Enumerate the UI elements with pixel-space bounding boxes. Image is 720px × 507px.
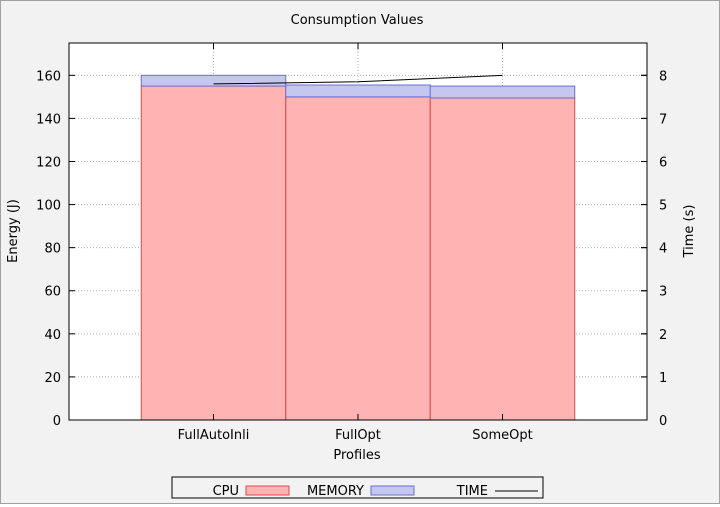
time-line bbox=[213, 74, 503, 85]
left-tick-label: 120 bbox=[36, 155, 61, 170]
x-tick-label: FullOpt bbox=[335, 428, 381, 443]
legend-label-time: TIME bbox=[456, 484, 488, 499]
left-tick-label: 80 bbox=[44, 242, 61, 257]
legend: CPU MEMORY TIME bbox=[171, 476, 544, 499]
right-axis-ticks: 0 1 2 3 4 5 6 7 8 bbox=[641, 69, 667, 429]
x-axis-ticks: FullAutoInli FullOpt SomeOpt bbox=[178, 43, 533, 443]
right-tick-label: 8 bbox=[659, 69, 667, 84]
right-tick-label: 0 bbox=[659, 414, 667, 429]
right-tick-label: 1 bbox=[659, 371, 667, 386]
right-tick-label: 6 bbox=[659, 155, 667, 170]
x-tick-label: SomeOpt bbox=[472, 428, 532, 443]
x-tick-label: FullAutoInli bbox=[178, 428, 250, 443]
x-axis-label: Profiles bbox=[333, 448, 380, 463]
left-tick-label: 140 bbox=[36, 112, 61, 127]
bar-memory-fullopt bbox=[285, 84, 431, 98]
right-tick-label: 3 bbox=[659, 285, 667, 300]
y2-axis-label: Time (s) bbox=[682, 205, 697, 259]
left-tick-label: 160 bbox=[36, 69, 61, 84]
series-line-time bbox=[213, 74, 503, 85]
bar-memory-someopt bbox=[429, 85, 576, 99]
legend-swatch-cpu bbox=[245, 485, 290, 496]
right-tick-label: 2 bbox=[659, 328, 667, 343]
legend-label-memory: MEMORY bbox=[307, 484, 364, 499]
legend-swatch-memory bbox=[370, 485, 415, 496]
left-tick-label: 0 bbox=[53, 414, 61, 429]
left-tick-label: 60 bbox=[44, 285, 61, 300]
bar-cpu-fullopt bbox=[285, 96, 431, 421]
bar-cpu-fullautoinli bbox=[140, 85, 287, 421]
right-tick-label: 5 bbox=[659, 199, 667, 214]
bar-cpu-someopt bbox=[429, 97, 576, 421]
left-tick-label: 20 bbox=[44, 371, 61, 386]
legend-box bbox=[171, 476, 544, 499]
chart-title: Consumption Values bbox=[291, 13, 424, 28]
left-tick-label: 40 bbox=[44, 328, 61, 343]
bars bbox=[140, 74, 576, 421]
right-tick-label: 7 bbox=[659, 112, 667, 127]
legend-label-cpu: CPU bbox=[213, 484, 239, 499]
bar-memory-fullautoinli bbox=[140, 74, 287, 87]
right-tick-label: 4 bbox=[659, 242, 667, 257]
left-tick-label: 100 bbox=[36, 199, 61, 214]
y-axis-label: Energy (J) bbox=[6, 199, 21, 263]
